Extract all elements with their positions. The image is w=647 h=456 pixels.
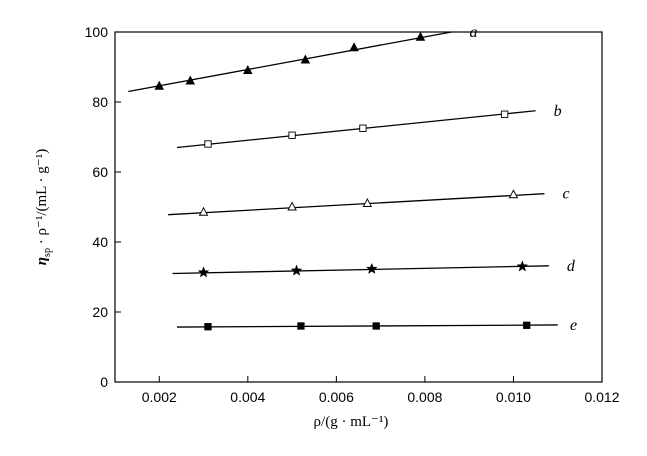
data-point-a (185, 75, 196, 85)
y-tick-label: 80 (92, 94, 108, 110)
series-label-b: b (554, 103, 562, 120)
data-point-c (508, 189, 519, 199)
y-tick-label: 20 (92, 304, 108, 320)
data-point-c (362, 198, 373, 207)
x-tick-label: 0.006 (319, 389, 354, 405)
y-axis-title-sub: sp (42, 248, 53, 257)
data-point-e (297, 322, 305, 330)
y-tick-label: 40 (92, 234, 108, 250)
data-point-e (204, 323, 212, 331)
fit-line-a (128, 31, 452, 93)
data-point-d (516, 260, 529, 272)
fit-line-d (172, 265, 549, 275)
y-axis-title-rest: · ρ⁻¹/(mL · g⁻¹) (34, 149, 50, 248)
x-tick-label: 0.008 (407, 389, 442, 405)
fit-line-c (168, 193, 545, 216)
y-axis-title-eta: η (34, 257, 50, 265)
fit-line-b (176, 110, 536, 149)
data-point-a (349, 42, 359, 52)
series-label-e: e (570, 317, 577, 334)
data-point-b (288, 131, 296, 139)
data-point-e (372, 322, 380, 330)
ticks: 0.002 0.004 0.006 0.008 0.010 0.012 0 20 40 60 80 1… (85, 24, 620, 405)
data-point-d (365, 262, 378, 274)
data-point-b (500, 110, 509, 118)
fit-line-e (176, 324, 558, 328)
data-point-a (300, 54, 311, 64)
x-axis-title: ρ/(g · mL⁻¹) (314, 414, 389, 430)
data-point-b (359, 124, 367, 132)
markers (154, 31, 531, 331)
x-tick-label: 0.002 (142, 389, 177, 405)
data-point-a (154, 80, 165, 90)
y-tick-label: 100 (85, 24, 109, 40)
x-tick-label: 0.004 (230, 389, 265, 405)
data-point-d (290, 264, 303, 276)
data-point-d (197, 266, 210, 278)
axes (114, 31, 603, 383)
data-point-e (523, 321, 531, 329)
data-point-a (243, 65, 253, 74)
plot-frame (114, 31, 603, 383)
series-label-c: c (562, 186, 569, 203)
data-point-c (198, 206, 209, 216)
series-labels: a b c d e (469, 24, 577, 334)
data-point-a (415, 31, 426, 41)
series-label-a: a (469, 24, 477, 41)
x-tick-label: 0.012 (584, 389, 619, 405)
data-point-c (287, 201, 297, 211)
y-tick-label: 60 (92, 164, 108, 180)
data-point-b (204, 140, 212, 148)
y-axis-title: ηsp · ρ⁻¹/(mL · g⁻¹) (34, 149, 53, 265)
y-tick-label: 0 (100, 374, 108, 390)
series-label-d: d (567, 258, 576, 275)
fit-lines (128, 31, 558, 328)
x-tick-label: 0.010 (496, 389, 531, 405)
